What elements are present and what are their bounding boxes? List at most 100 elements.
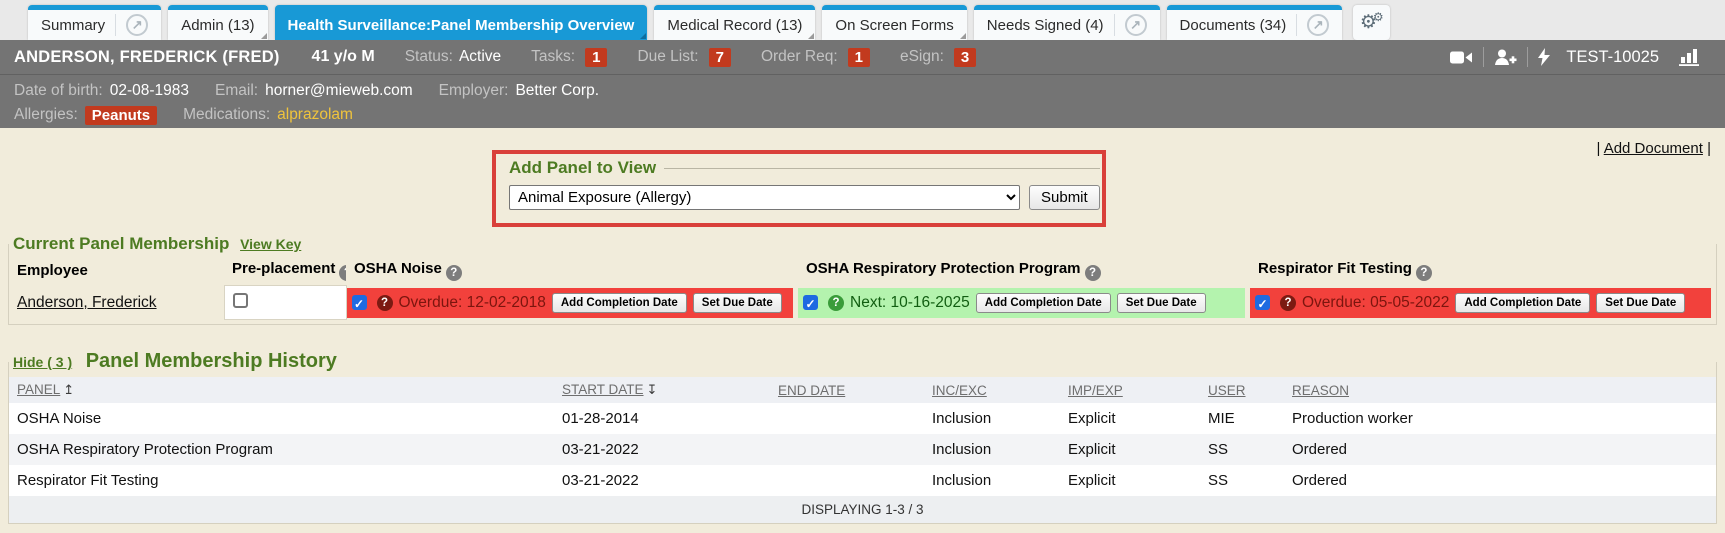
sort-asc-icon: ↥ xyxy=(63,382,75,397)
col-imp-exp: IMP/EXP xyxy=(1068,382,1123,398)
membership-row: Anderson, Frederick ✓ ? Overdue: 12-02-2… xyxy=(9,285,1716,320)
add-completion-date-button[interactable]: Add Completion Date xyxy=(975,292,1111,313)
help-icon[interactable]: ? xyxy=(1280,294,1296,311)
tab-health-surveillance[interactable]: Health Surveillance:Panel Membership Ove… xyxy=(274,5,648,40)
divider xyxy=(1483,47,1485,67)
dob-label: Date of birth: xyxy=(14,82,103,99)
add-completion-date-button[interactable]: Add Completion Date xyxy=(551,292,687,313)
email-label: Email: xyxy=(215,82,259,99)
external-link-icon[interactable]: ↗ xyxy=(126,14,149,36)
osha-noise-status: ✓ ? Overdue: 12-02-2018 Add Completion D… xyxy=(346,287,793,318)
patient-status: Status: Active xyxy=(405,48,501,66)
employee-link[interactable]: Anderson, Frederick xyxy=(17,293,157,311)
due-list-count-badge[interactable]: 7 xyxy=(708,47,731,67)
pipe: | xyxy=(1707,140,1711,157)
cell-panel: OSHA Respiratory Protection Program xyxy=(17,441,273,458)
lightning-bolt-icon[interactable] xyxy=(1528,48,1560,66)
help-icon[interactable]: ? xyxy=(1415,265,1432,282)
medications-label: Medications: xyxy=(183,106,271,123)
sort-desc-icon: ↧ xyxy=(646,382,658,397)
order-req-label: Order Req: xyxy=(760,48,838,65)
panel-membership-history-section: Hide ( 3 ) Panel Membership History PANE… xyxy=(8,350,1717,524)
col-osha-respiratory: OSHA Respiratory Protection Program? xyxy=(798,256,1250,286)
preplacement-cell xyxy=(223,285,347,320)
tasks-label: Tasks: xyxy=(531,48,576,65)
help-icon[interactable]: ? xyxy=(339,265,346,281)
help-icon[interactable]: ? xyxy=(376,294,393,311)
history-table: PANEL ↥ START DATE ↧ END DATE INC/EXC IMP/… xyxy=(9,377,1716,523)
patient-age-sex: 41 y/o M xyxy=(311,48,375,65)
col-reason: REASON xyxy=(1292,382,1350,398)
panel-membership-history-title: Panel Membership History xyxy=(85,350,337,372)
submit-button[interactable]: Submit xyxy=(1029,185,1100,210)
external-link-icon[interactable]: ↗ xyxy=(1307,14,1330,36)
esign-label: eSign: xyxy=(899,48,944,65)
add-panel-section: Add Panel to View Animal Exposure (Aller… xyxy=(509,158,1100,210)
tab-admin[interactable]: Admin (13) xyxy=(168,5,268,40)
tab-documents[interactable]: Documents (34) ↗ xyxy=(1166,5,1343,40)
due-list-counter[interactable]: Due List: 7 xyxy=(637,47,731,67)
cell-start-date: 03-21-2022 xyxy=(562,441,639,458)
preplacement-checkbox[interactable] xyxy=(232,292,248,308)
set-due-date-button[interactable]: Set Due Date xyxy=(1596,292,1686,313)
esign-counter[interactable]: eSign: 3 xyxy=(899,47,977,67)
settings-button[interactable]: ⚙ ⚙ xyxy=(1353,5,1391,40)
cell-user: MIE xyxy=(1208,410,1235,427)
status-value: Active xyxy=(458,48,502,65)
col-end-date: END DATE xyxy=(778,382,846,398)
tab-on-screen-forms[interactable]: On Screen Forms xyxy=(822,5,967,40)
panel-select[interactable]: Animal Exposure (Allergy) xyxy=(509,185,1020,210)
bar-chart-icon[interactable] xyxy=(1669,48,1711,66)
gears-icon: ⚙ xyxy=(1359,12,1377,33)
osha-noise-cell: ✓ ? Overdue: 12-02-2018 Add Completion D… xyxy=(346,286,798,320)
video-camera-icon[interactable] xyxy=(1440,50,1483,65)
external-link-icon[interactable]: ↗ xyxy=(1124,14,1147,36)
tab-needs-signed[interactable]: Needs Signed (4) ↗ xyxy=(973,5,1160,40)
cell-reason: Ordered xyxy=(1292,472,1348,489)
view-key-link[interactable]: View Key xyxy=(240,236,302,252)
cell-end-date xyxy=(770,434,924,465)
tab-bar: Summary ↗ Admin (13) Health Surveillance… xyxy=(0,0,1725,40)
order-req-counter[interactable]: Order Req: 1 xyxy=(760,47,870,67)
medication-value[interactable]: alprazolam xyxy=(277,106,353,123)
main-content: | Add Document | Add Panel to View Anima… xyxy=(0,128,1725,533)
allergy-badge[interactable]: Peanuts xyxy=(84,105,158,125)
panel-checkbox[interactable]: ✓ xyxy=(1255,295,1270,311)
add-completion-date-button[interactable]: Add Completion Date xyxy=(1455,292,1591,313)
set-due-date-button[interactable]: Set Due Date xyxy=(1116,292,1206,313)
pipe: | xyxy=(1596,140,1601,157)
person-add-icon[interactable] xyxy=(1484,49,1527,66)
current-panel-membership-table: Employee Pre-placement? OSHA Noise? OSHA… xyxy=(9,256,1716,320)
current-panel-membership-legend: Current Panel Membership View Key xyxy=(13,234,309,254)
add-panel-title: Add Panel to View xyxy=(509,158,657,177)
col-start-date: START DATE ↧ xyxy=(562,382,658,397)
tab-medical-record[interactable]: Medical Record (13) xyxy=(654,5,816,40)
help-icon[interactable]: ? xyxy=(445,265,462,282)
esign-count-badge[interactable]: 3 xyxy=(953,47,977,67)
add-document-link[interactable]: Add Document xyxy=(1603,140,1703,157)
col-osha-noise: OSHA Noise? xyxy=(346,256,798,286)
help-icon[interactable]: ? xyxy=(1084,265,1101,282)
tasks-count-badge[interactable]: 1 xyxy=(585,47,608,67)
tab-summary[interactable]: Summary ↗ xyxy=(28,5,162,40)
hide-link[interactable]: Hide ( 3 ) xyxy=(13,354,73,370)
set-due-date-button[interactable]: Set Due Date xyxy=(692,292,782,313)
order-req-count-badge[interactable]: 1 xyxy=(847,47,870,67)
status-text: Overdue: 05-05-2022 xyxy=(1302,293,1450,311)
cell-start-date: 03-21-2022 xyxy=(562,472,639,489)
col-inc-exc: INC/EXC xyxy=(932,382,987,398)
cell-user: SS xyxy=(1208,472,1229,489)
help-icon[interactable]: ? xyxy=(828,294,844,311)
tab-divider xyxy=(1113,14,1115,36)
panel-checkbox[interactable]: ✓ xyxy=(803,295,818,311)
patient-name: ANDERSON, FREDERICK (FRED) xyxy=(14,47,280,66)
cell-imp-exp: Explicit xyxy=(1068,410,1116,427)
status-label: Status: xyxy=(404,48,453,65)
osha-respiratory-cell: ✓ ? Next: 10-16-2025 Add Completion Date… xyxy=(798,286,1250,320)
cell-start-date: 01-28-2014 xyxy=(562,410,639,427)
tasks-counter[interactable]: Tasks: 1 xyxy=(531,47,608,67)
cell-inc-exc: Inclusion xyxy=(932,410,992,427)
panel-checkbox[interactable]: ✓ xyxy=(351,295,367,311)
osha-respiratory-status: ✓ ? Next: 10-16-2025 Add Completion Date… xyxy=(798,287,1245,318)
